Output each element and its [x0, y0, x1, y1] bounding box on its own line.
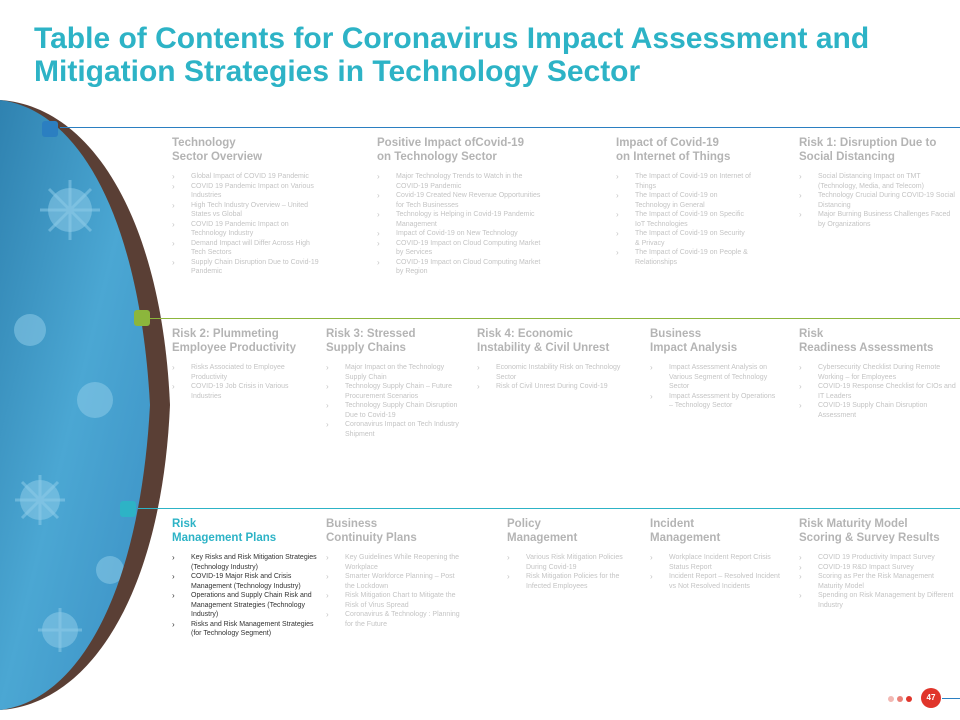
list-item: Coronavirus Impact on Tech Industry Ship…: [326, 420, 462, 439]
list-item: COVID 19 Pandemic Impact on Various Indu…: [172, 182, 322, 201]
list-item: Risk of Civil Unrest During Covid-19: [477, 382, 629, 392]
list-item: Operations and Supply Chain Risk and Man…: [172, 591, 318, 620]
list-item: Technology Supply Chain – Future Procure…: [326, 382, 462, 401]
row-2-divider: [150, 318, 960, 319]
section-heading: Risk Readiness Assessments: [799, 328, 934, 354]
section-risk-2[interactable]: Risk 2: Plummeting Employee Productivity…: [172, 327, 312, 401]
section-heading: Positive Impact ofCovid-19 on Technology…: [377, 137, 524, 163]
section-heading: Risk 2: Plummeting Employee Productivity: [172, 328, 296, 354]
section-heading: Business Continuity Plans: [326, 518, 417, 544]
section-heading: Risk 4: Economic Instability & Civil Unr…: [477, 328, 610, 354]
list-item: Impact of Covid-19 on New Technology: [377, 229, 547, 239]
list-item: Various Risk Mitigation Policies During …: [507, 553, 629, 572]
section-heading: Risk 1: Disruption Due to Social Distanc…: [799, 137, 937, 163]
section-business-continuity[interactable]: Business Continuity Plans Key Guidelines…: [326, 517, 460, 629]
list-item: Major Impact on the Technology Supply Ch…: [326, 363, 462, 382]
list-item: Technology Crucial During COVID-19 Socia…: [799, 191, 955, 210]
section-positive-impact[interactable]: Positive Impact ofCovid-19 on Technology…: [377, 136, 547, 277]
page-footer: 47: [886, 688, 960, 710]
list-item: Technology is Helping in Covid-19 Pandem…: [377, 210, 547, 229]
list-item: Smarter Workforce Planning – Post the Lo…: [326, 572, 460, 591]
list-item: The Impact of Covid-19 on People & Relat…: [616, 248, 751, 267]
list-item: Technology Supply Chain Disruption Due t…: [326, 401, 462, 420]
list-item: The Impact of Covid-19 on Internet of Th…: [616, 172, 751, 191]
section-risk-readiness[interactable]: Risk Readiness Assessments Cybersecurity…: [799, 327, 957, 420]
list-item: Covid-19 Created New Revenue Opportuniti…: [377, 191, 547, 210]
footer-dot: [897, 696, 903, 702]
list-item: Risks Associated to Employee Productivit…: [172, 363, 312, 382]
list-item: Major Technology Trends to Watch in the …: [377, 172, 547, 191]
section-business-impact-analysis[interactable]: Business Impact Analysis Impact Assessme…: [650, 327, 780, 411]
section-heading: Incident Management: [650, 518, 721, 544]
list-item: Social Distancing Impact on TMT (Technol…: [799, 172, 955, 191]
list-item: Risk Mitigation Policies for the Infecte…: [507, 572, 629, 591]
list-item: The Impact of Covid-19 on Security & Pri…: [616, 229, 751, 248]
list-item: COVID-19 Supply Chain Disruption Assessm…: [799, 401, 957, 420]
list-item: Impact Assessment Analysis on Various Se…: [650, 363, 780, 392]
list-item: Coronavirus & Technology : Planning for …: [326, 610, 460, 629]
section-heading: Business Impact Analysis: [650, 328, 738, 354]
list-item: Risks and Risk Management Strategies (fo…: [172, 620, 318, 639]
row-3-marker: [120, 501, 136, 517]
list-item: High Tech Industry Overview – United Sta…: [172, 201, 322, 220]
footer-dot: [888, 696, 894, 702]
list-item: COVID 19 Productivity Impact Survey: [799, 553, 955, 563]
list-item: COVID-19 Response Checklist for CIOs and…: [799, 382, 957, 401]
section-heading: Technology Sector Overview: [172, 137, 263, 163]
list-item: Supply Chain Disruption Due to Covid-19 …: [172, 258, 322, 277]
list-item: Key Risks and Risk Mitigation Strategies…: [172, 553, 318, 572]
section-heading: Policy Management: [507, 518, 578, 544]
list-item: Major Burning Business Challenges Faced …: [799, 210, 955, 229]
list-item: Spending on Risk Management by Different…: [799, 591, 955, 610]
section-technology-sector-overview[interactable]: Technology Sector Overview Global Impact…: [172, 136, 322, 277]
list-item: COVID-19 R&D Impact Survey: [799, 563, 955, 573]
list-item: Incident Report – Resolved Incident vs N…: [650, 572, 780, 591]
list-item: Key Guidelines While Reopening the Workp…: [326, 553, 460, 572]
section-risk-management-plans[interactable]: Risk Management Plans Key Risks and Risk…: [172, 517, 318, 639]
section-risk-4[interactable]: Risk 4: Economic Instability & Civil Unr…: [477, 327, 629, 392]
list-item: COVID 19 Pandemic Impact on Technology I…: [172, 220, 322, 239]
list-item: Global Impact of COVID 19 Pandemic: [172, 172, 322, 182]
section-risk-3[interactable]: Risk 3: Stressed Supply Chains Major Imp…: [326, 327, 462, 439]
list-item: Demand Impact will Differ Across High Te…: [172, 239, 322, 258]
section-impact-iot[interactable]: Impact of Covid-19 on Internet of Things…: [616, 136, 751, 267]
section-heading: Risk Maturity Model Scoring & Survey Res…: [799, 518, 940, 544]
list-item: The Impact of Covid-19 on Technology in …: [616, 191, 751, 210]
page-number: 47: [921, 688, 941, 708]
section-heading: Risk Management Plans: [172, 518, 277, 544]
list-item: COVID-19 Impact on Cloud Computing Marke…: [377, 258, 547, 277]
section-heading: Impact of Covid-19 on Internet of Things: [616, 137, 731, 163]
list-item: Economic Instability Risk on Technology …: [477, 363, 629, 382]
row-1-marker: [42, 121, 58, 137]
row-3-divider: [138, 508, 960, 509]
section-risk-maturity-model[interactable]: Risk Maturity Model Scoring & Survey Res…: [799, 517, 955, 610]
section-heading: Risk 3: Stressed Supply Chains: [326, 328, 416, 354]
coronavirus-globe-graphic: [0, 100, 170, 710]
list-item: Scoring as Per the Risk Management Matur…: [799, 572, 955, 591]
list-item: Risk Mitigation Chart to Mitigate the Ri…: [326, 591, 460, 610]
list-item: The Impact of Covid-19 on Specific IoT T…: [616, 210, 751, 229]
list-item: Workplace Incident Report Crisis Status …: [650, 553, 780, 572]
section-policy-management[interactable]: Policy Management Various Risk Mitigatio…: [507, 517, 629, 591]
row-2-marker: [134, 310, 150, 326]
footer-line: [942, 698, 960, 699]
list-item: COVID-19 Job Crisis in Various Industrie…: [172, 382, 312, 401]
list-item: Impact Assessment by Operations – Techno…: [650, 392, 780, 411]
footer-dot: [906, 696, 912, 702]
row-1-divider: [60, 127, 960, 128]
list-item: Cybersecurity Checklist During Remote Wo…: [799, 363, 957, 382]
section-risk-1[interactable]: Risk 1: Disruption Due to Social Distanc…: [799, 136, 955, 229]
section-incident-management[interactable]: Incident Management Workplace Incident R…: [650, 517, 780, 591]
list-item: COVID-19 Major Risk and Crisis Managemen…: [172, 572, 318, 591]
list-item: COVID-19 Impact on Cloud Computing Marke…: [377, 239, 547, 258]
page-title: Table of Contents for Coronavirus Impact…: [34, 22, 870, 88]
